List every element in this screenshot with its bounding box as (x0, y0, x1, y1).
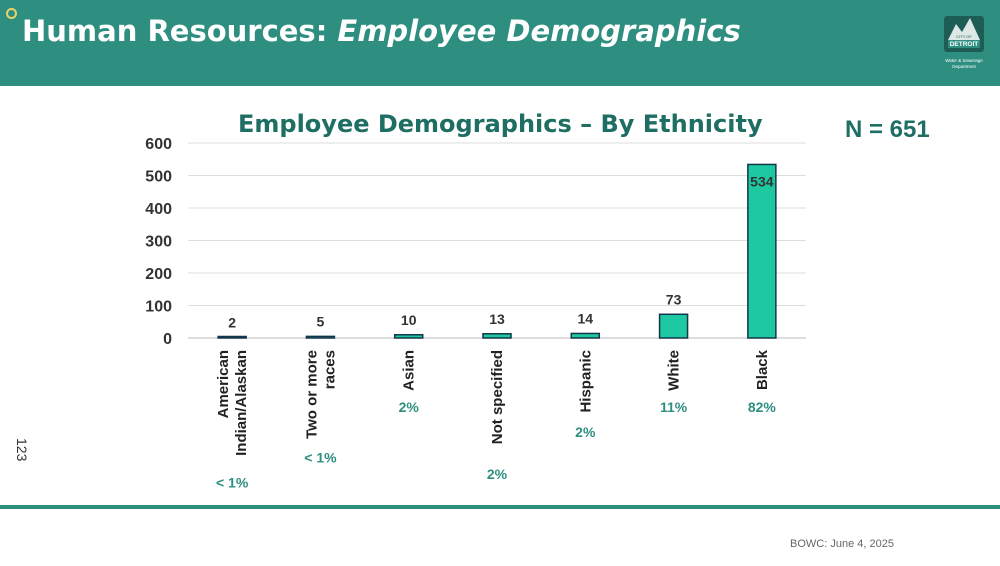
x-tick-label: AmericanIndian/Alaskan (215, 350, 250, 456)
bar (305, 335, 336, 339)
x-tick-label-line: Not specified (489, 350, 506, 444)
percent-label: 2% (399, 399, 420, 415)
chart-title: Employee Demographics – By Ethnicity (238, 110, 763, 138)
percent-label: 2% (575, 424, 596, 440)
x-tick-label: White (666, 350, 683, 391)
footer-divider (0, 505, 1000, 509)
bar (393, 334, 424, 339)
logo-detroit: DETROIT (950, 41, 979, 48)
page-title-italic: Employee Demographics (337, 14, 741, 48)
logo-skyline-icon (944, 16, 984, 52)
y-tick-label: 500 (145, 169, 172, 186)
y-tick-label: 200 (145, 266, 172, 283)
percent-label: 2% (487, 466, 508, 482)
bar (482, 333, 512, 339)
x-tick-label: Asian (401, 350, 418, 391)
corner-dot-icon (6, 8, 17, 19)
x-tick-label-line: Indian/Alaskan (233, 350, 250, 456)
data-label: 10 (401, 312, 417, 328)
y-tick-label: 600 (145, 136, 172, 153)
y-tick-label: 0 (163, 331, 172, 348)
data-label: 73 (666, 291, 682, 307)
x-tick-label-line: Two or more (303, 350, 320, 439)
header-banner (0, 0, 1000, 86)
y-tick-label: 100 (145, 299, 172, 316)
page-number: 123 (14, 438, 30, 462)
page-title: Human Resources: Employee Demographics (22, 14, 741, 48)
logo-city-of: CITY OF (956, 34, 972, 39)
y-tick-label: 300 (145, 234, 172, 251)
bar (747, 163, 777, 339)
dwsd-logo: CITY OF DETROIT Water & Sewerage Departm… (944, 16, 984, 69)
x-tick-label: Not specified (489, 350, 506, 444)
footer-date: BOWC: June 4, 2025 (790, 538, 894, 550)
x-tick-label-line: Hispanic (577, 350, 594, 413)
page-title-plain: Human Resources: (22, 14, 328, 48)
percent-label: < 1% (216, 475, 249, 491)
data-label: 14 (577, 310, 593, 326)
x-tick-label-line: White (666, 350, 683, 391)
data-label: 5 (317, 313, 325, 329)
data-label: 534 (750, 173, 774, 189)
x-tick-label: Two or moreraces (303, 350, 338, 439)
bar (217, 335, 247, 339)
bar (570, 332, 601, 339)
sample-size-label: N = 651 (845, 116, 930, 143)
logo-caption-2: Department (952, 64, 976, 69)
y-tick-label: 400 (145, 201, 172, 218)
ethnicity-bar-chart: 0 100 200 300 400 500 600 2 AmericanIndian/Alask… (145, 136, 806, 491)
x-tick-label-line: Asian (401, 350, 418, 391)
data-label: 13 (489, 311, 505, 327)
logo-caption-1: Water & Sewerage (945, 58, 983, 63)
x-tick-label: Black (754, 349, 771, 390)
data-label: 2 (228, 314, 236, 330)
x-tick-label-line: American (215, 350, 232, 418)
x-tick-label-line: races (321, 350, 338, 389)
percent-label: 11% (660, 399, 688, 415)
percent-label: < 1% (304, 449, 337, 465)
percent-label: 82% (748, 399, 777, 415)
x-tick-label: Hispanic (577, 350, 594, 413)
x-tick-label-line: Black (754, 349, 771, 390)
bar (658, 313, 689, 339)
